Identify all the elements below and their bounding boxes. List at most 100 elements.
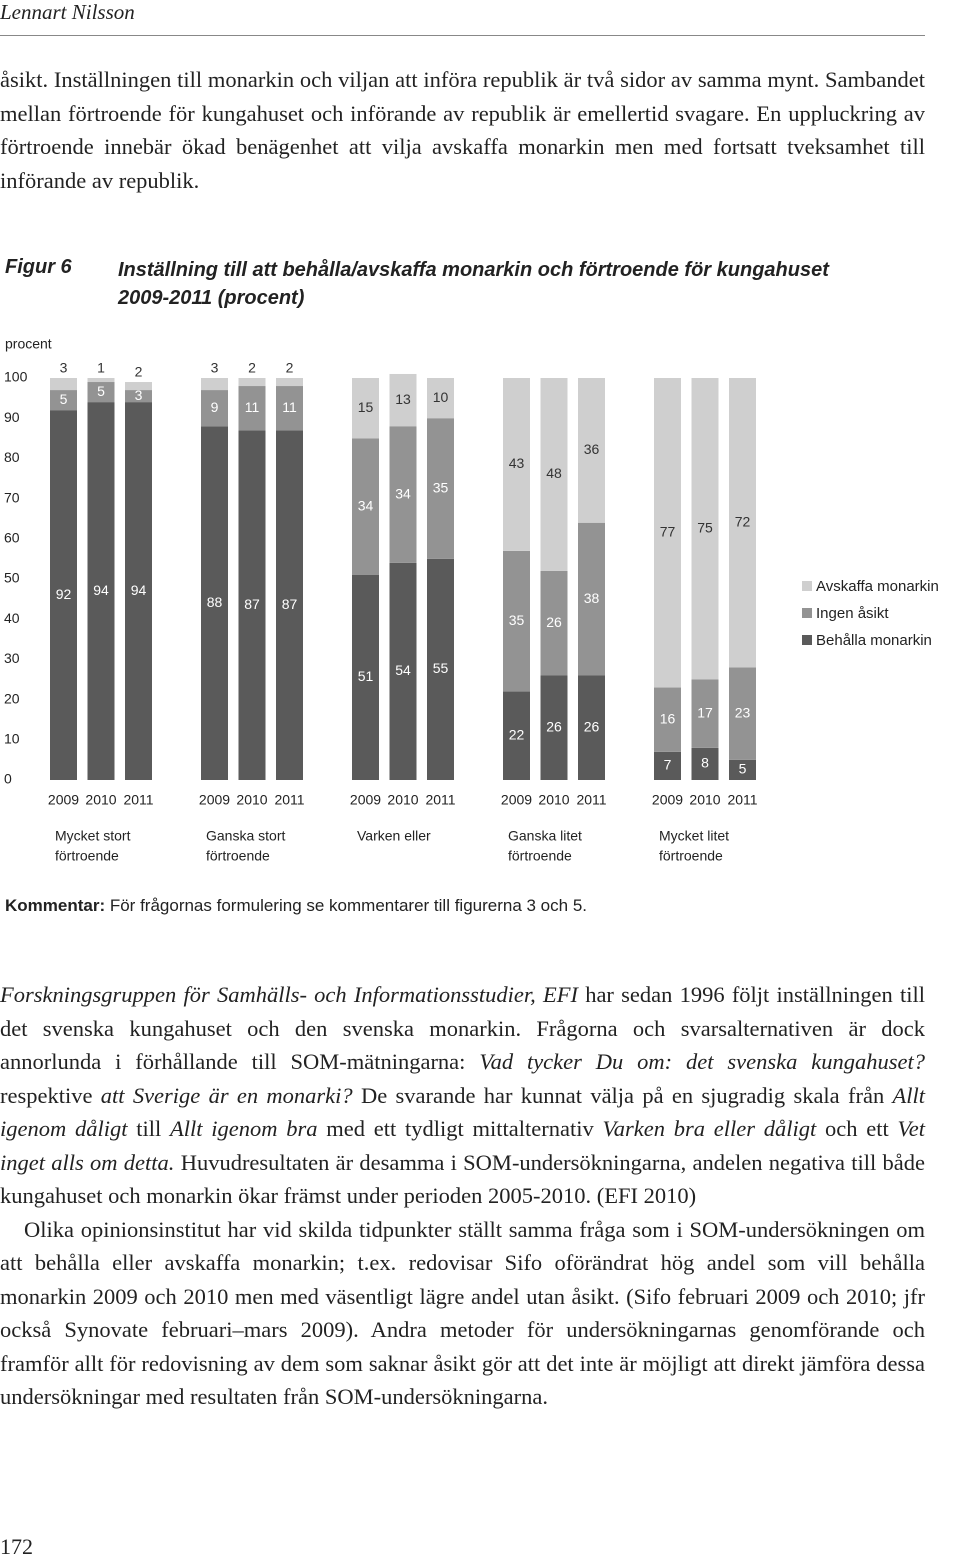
italic-text: Forskningsgruppen för Samhälls- och Info… (0, 982, 578, 1007)
text: och ett (816, 1116, 898, 1141)
group-label: förtroende (206, 848, 270, 864)
data-label: 92 (56, 586, 72, 602)
bar-segment (654, 378, 681, 688)
text: med ett tydligt mittalternativ (317, 1116, 603, 1141)
text: respektive (0, 1082, 101, 1108)
data-label: 72 (735, 513, 751, 529)
x-tick-label: 2009 (652, 792, 683, 808)
bar-segment (125, 390, 152, 403)
header-rule (0, 35, 925, 36)
group-label: förtroende (55, 848, 119, 864)
data-label: 36 (584, 441, 600, 457)
data-label: 2 (135, 364, 143, 380)
x-tick-label: 2011 (727, 792, 757, 808)
data-label: 26 (546, 718, 562, 734)
data-label: 15 (358, 399, 374, 415)
data-label: 3 (135, 387, 143, 403)
bar-segment (654, 687, 681, 752)
paragraph: Olika opinionsinstitut har vid skilda ti… (0, 1213, 925, 1414)
data-label: 87 (282, 596, 298, 612)
bar-segment (503, 378, 530, 551)
data-label: 34 (395, 485, 411, 501)
data-label: 34 (358, 497, 374, 513)
bar-segment (540, 570, 568, 676)
data-label: 54 (395, 662, 411, 678)
data-label: 87 (244, 596, 260, 612)
bar-segment (201, 390, 228, 427)
y-tick-label: 80 (4, 449, 20, 465)
italic-text: Vad tycker Du om: det svenska kungahuset… (479, 1049, 925, 1074)
data-label: 22 (509, 726, 525, 742)
bar-segment (503, 550, 530, 692)
italic-text: Allt igenom bra (170, 1116, 318, 1141)
data-label: 11 (245, 399, 260, 415)
data-label: 77 (660, 523, 676, 539)
bar-segment (201, 378, 228, 391)
bar-segment (427, 378, 454, 419)
bar-segment (238, 430, 266, 780)
bar-segment (125, 402, 152, 780)
bar-segment (578, 675, 605, 780)
data-label: 7 (664, 757, 672, 773)
data-label: 5 (739, 761, 747, 777)
data-label: 23 (735, 704, 751, 720)
x-tick-label: 2010 (387, 792, 418, 808)
bar-segment (691, 679, 719, 748)
bar-segment (87, 382, 115, 403)
bar-segment (729, 378, 756, 668)
data-label: 3 (60, 360, 68, 376)
data-label: 2 (286, 360, 294, 376)
x-tick-label: 2009 (501, 792, 532, 808)
x-tick-label: 2009 (199, 792, 230, 808)
legend-swatch (802, 608, 812, 618)
y-tick-label: 100 (4, 369, 28, 385)
group-label: Mycket litet (659, 828, 729, 844)
chart: procent010203040506070809010092532009945… (4, 336, 939, 864)
running-header: Lennart Nilsson (0, 0, 135, 24)
text: Huvudresultaten är desamma i SOM-undersö… (0, 1149, 925, 1209)
data-label: 48 (546, 465, 562, 481)
x-tick-label: 2010 (538, 792, 569, 808)
bar-segment (540, 378, 568, 571)
data-label: 88 (207, 594, 223, 610)
italic-text: att Sverige är en monarki? (100, 1082, 353, 1108)
data-label: 16 (660, 710, 676, 726)
bar-segment (87, 378, 115, 383)
legend-swatch (802, 635, 812, 645)
bar-segment (729, 759, 756, 780)
legend-label: Avskaffa monarkin (816, 578, 939, 595)
text: till (127, 1116, 171, 1141)
data-label: 75 (697, 519, 713, 535)
body: Forskningsgruppen för Samhälls- och Info… (0, 978, 925, 1414)
y-tick-label: 0 (4, 771, 12, 787)
group-label: förtroende (508, 848, 572, 864)
data-label: 5 (60, 391, 68, 407)
legend-label: Ingen åsikt (816, 605, 889, 622)
bar-segment (50, 410, 77, 780)
x-tick-label: 2009 (350, 792, 381, 808)
y-tick-label: 40 (4, 610, 20, 626)
bar-segment (389, 373, 417, 427)
italic-text: Allt igenom dåligt (0, 1082, 925, 1142)
data-label: 11 (282, 399, 297, 415)
text: har sedan 1996 följt inställningen till … (0, 982, 925, 1074)
bar-segment (50, 390, 77, 411)
comment-text: För frågornas formulering se kommentarer… (105, 896, 587, 915)
bar-segment (125, 382, 152, 391)
data-label: 10 (433, 389, 449, 405)
text: De svarande har kunnat välja på en sjugr… (352, 1082, 893, 1108)
bar-segment (691, 378, 719, 680)
data-label: 38 (584, 590, 600, 606)
comment: Kommentar: För frågornas formulering se … (5, 896, 587, 916)
data-label: 43 (509, 455, 525, 471)
group-label: Ganska litet (508, 828, 582, 844)
data-label: 94 (131, 582, 147, 598)
data-label: 35 (509, 612, 525, 628)
y-tick-label: 20 (4, 690, 20, 706)
bar-segment (729, 667, 756, 760)
figure-label: Figur 6 (5, 256, 72, 278)
bar-segment (427, 418, 454, 559)
bar-segment (276, 378, 303, 387)
x-tick-label: 2010 (689, 792, 720, 808)
bar-segment (352, 438, 379, 575)
